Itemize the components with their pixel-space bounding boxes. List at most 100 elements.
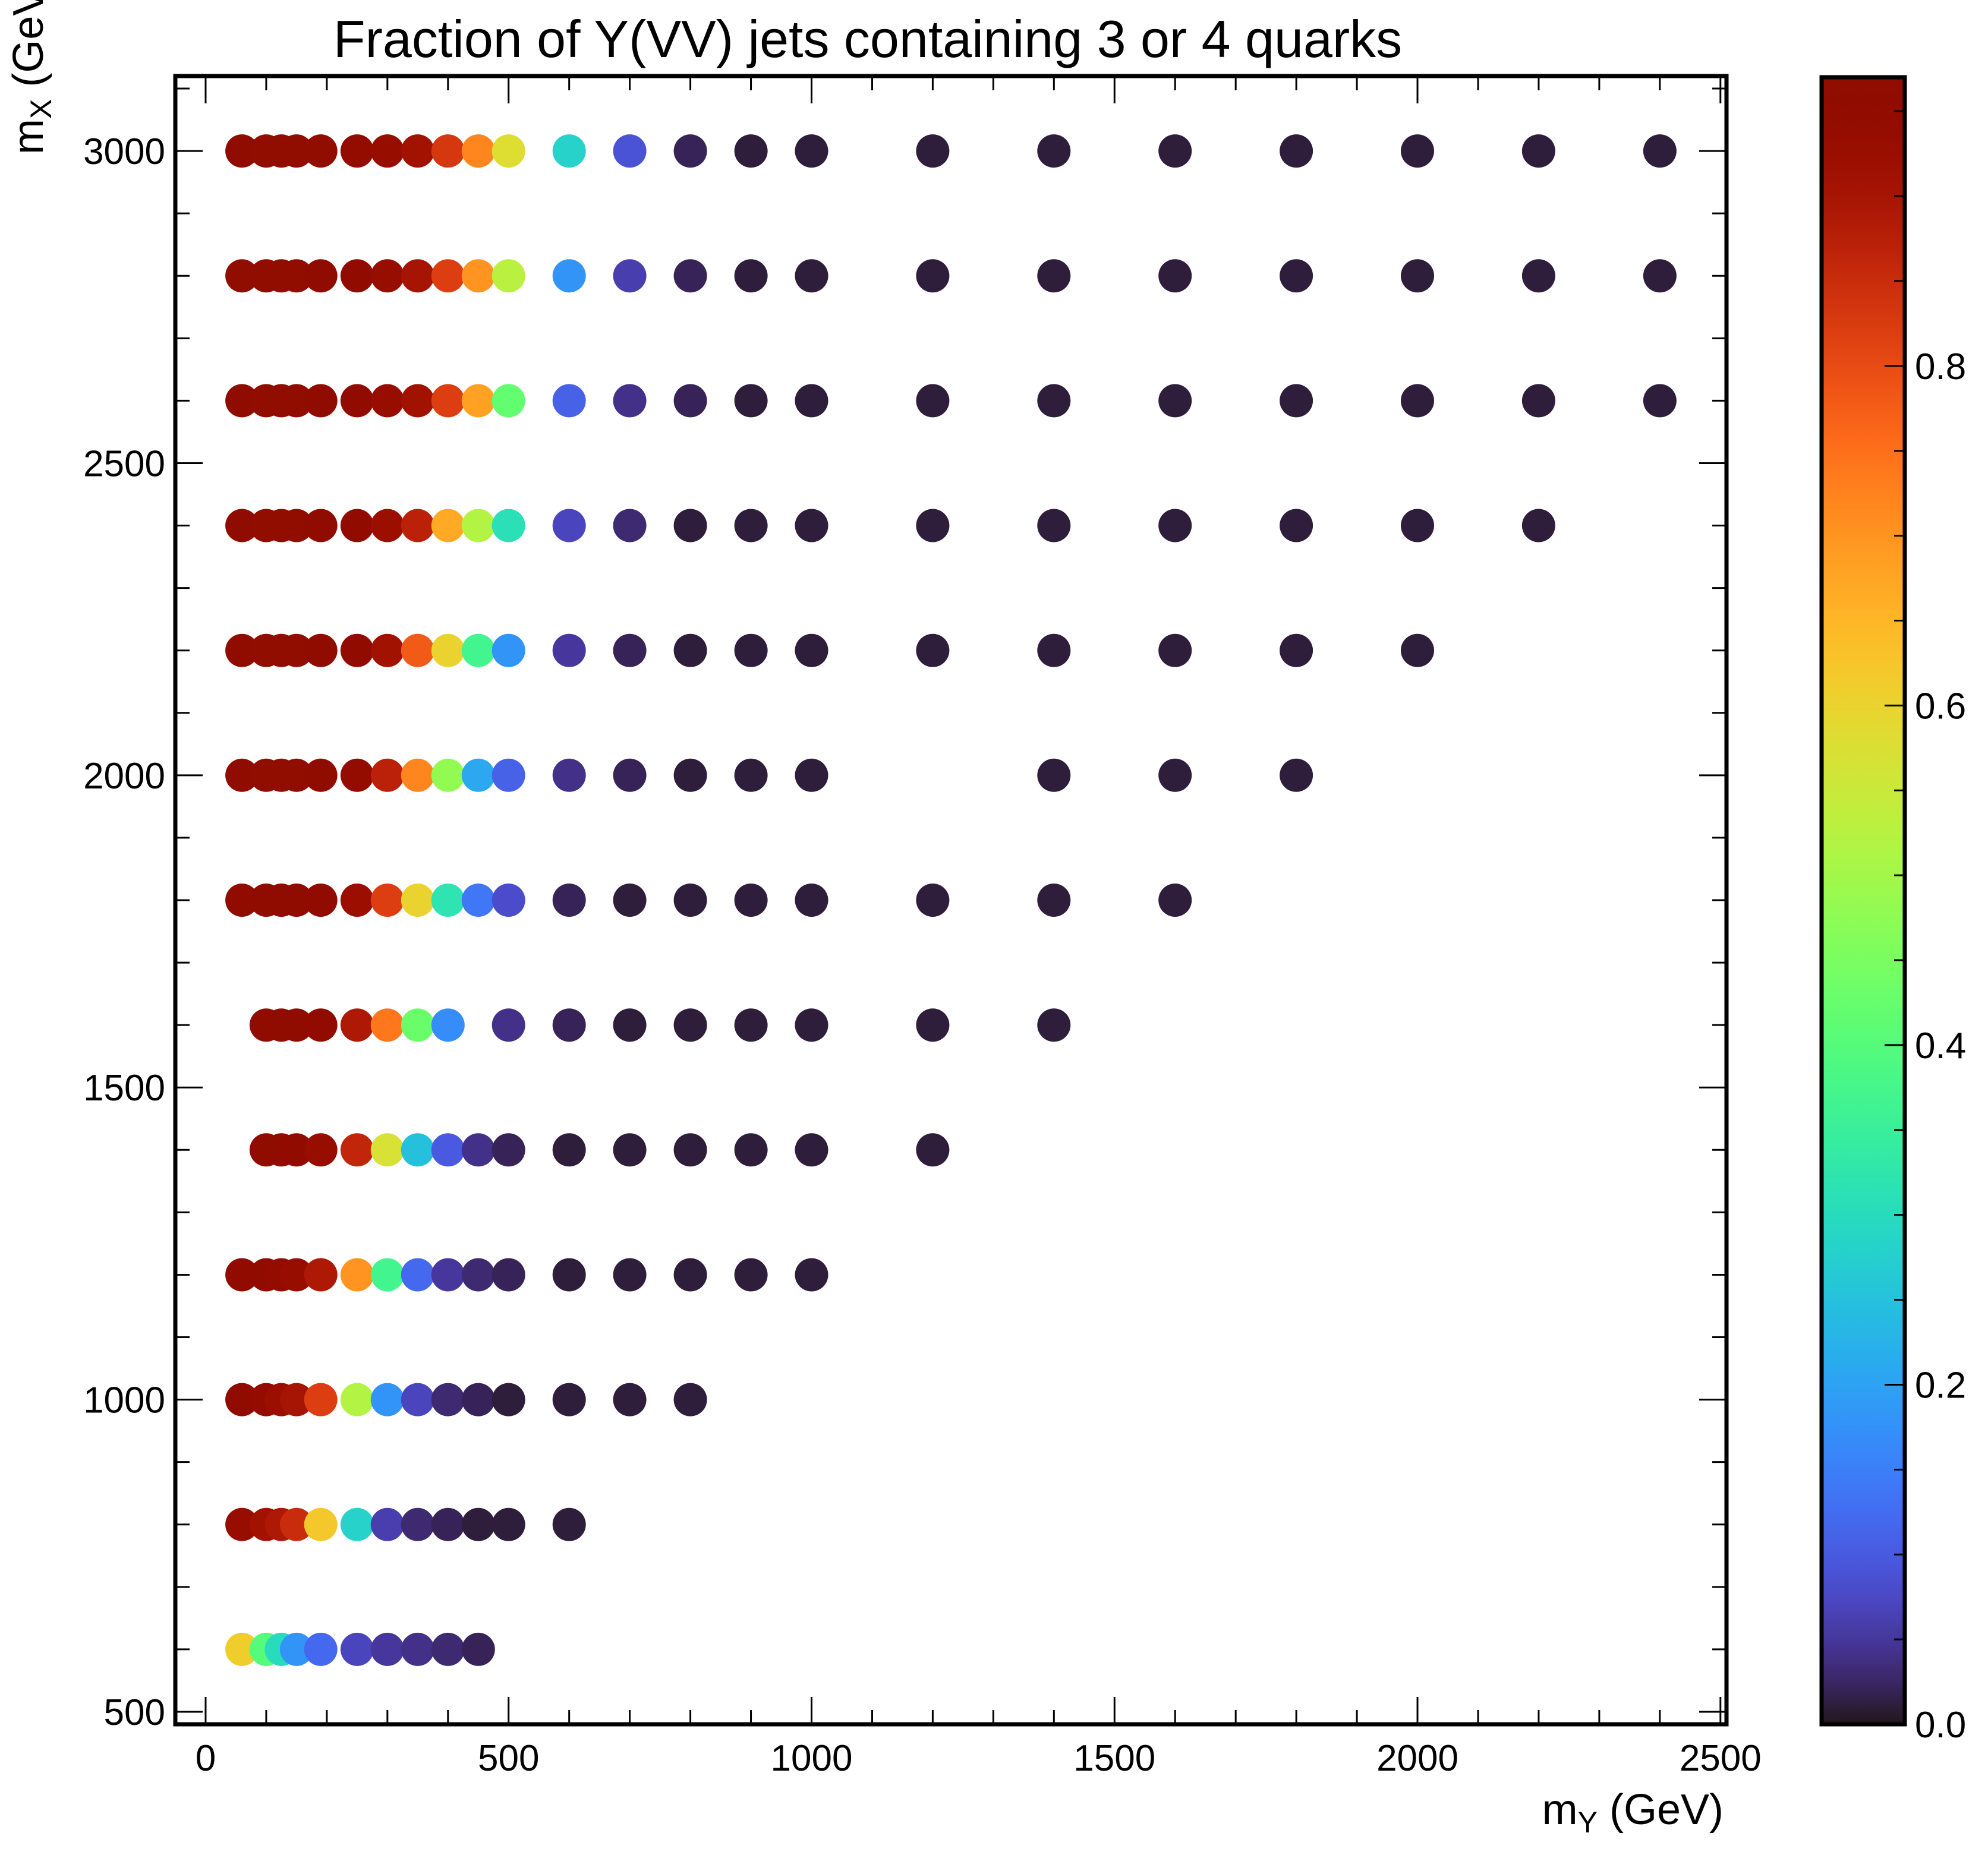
data-point — [1643, 259, 1677, 293]
data-point — [340, 509, 374, 542]
data-point — [1643, 134, 1677, 168]
data-point — [304, 884, 338, 917]
data-point — [401, 1383, 434, 1417]
data-point — [916, 509, 950, 542]
data-point — [304, 1258, 338, 1292]
data-point — [916, 1133, 950, 1167]
data-point — [225, 509, 259, 542]
data-point — [734, 384, 768, 418]
data-point — [795, 1258, 828, 1292]
data-point — [431, 259, 465, 293]
data-point — [304, 134, 338, 168]
data-point — [734, 758, 768, 792]
colorbar-gradient — [1819, 75, 1907, 1727]
data-point — [1280, 259, 1313, 293]
data-point — [370, 758, 404, 792]
data-point — [492, 1133, 525, 1167]
colorbar-ticks — [1885, 110, 1905, 1725]
data-point — [673, 134, 707, 168]
data-point — [673, 509, 707, 542]
data-point — [1521, 509, 1555, 542]
data-point — [370, 1507, 404, 1541]
data-point — [279, 758, 313, 792]
data-point — [431, 1008, 465, 1042]
data-point — [401, 1507, 434, 1541]
data-point — [225, 1507, 259, 1541]
data-point — [279, 1383, 313, 1417]
data-point — [552, 384, 586, 418]
data-point — [431, 884, 465, 917]
data-point — [552, 1383, 586, 1417]
data-point — [1037, 384, 1071, 418]
data-point — [916, 633, 950, 667]
axis-ticks — [175, 76, 1726, 1724]
data-point — [673, 1008, 707, 1042]
data-point — [1158, 758, 1192, 792]
data-point — [613, 134, 647, 168]
data-point — [734, 509, 768, 542]
data-point — [1280, 633, 1313, 667]
data-point — [370, 1383, 404, 1417]
data-point — [225, 884, 259, 917]
data-point — [1158, 633, 1192, 667]
data-point — [279, 1507, 313, 1541]
data-point — [1401, 134, 1434, 168]
data-point — [279, 1258, 313, 1292]
data-point — [340, 1008, 374, 1042]
data-point — [1158, 384, 1192, 418]
plot-area: 0 500 1000 1500 2000 2500 500 1000 1500 2000 2500 3… — [83, 74, 1762, 1779]
data-point — [431, 1133, 465, 1167]
data-point — [492, 884, 525, 917]
data-point — [401, 1258, 434, 1292]
data-point — [552, 509, 586, 542]
y-tick-label: 2000 — [83, 756, 165, 797]
data-point — [916, 884, 950, 917]
data-point — [279, 384, 313, 418]
data-point — [401, 1632, 434, 1666]
data-point — [492, 134, 525, 168]
data-point — [279, 1632, 313, 1666]
data-point — [401, 1008, 434, 1042]
data-point — [613, 758, 647, 792]
data-point — [734, 259, 768, 293]
data-point — [1280, 134, 1313, 168]
data-point — [552, 884, 586, 917]
data-point — [340, 1258, 374, 1292]
data-point — [340, 1383, 374, 1417]
data-point — [552, 1258, 586, 1292]
data-point — [673, 884, 707, 917]
data-point — [279, 509, 313, 542]
x-axis-label-unit: (GeV) — [1598, 1786, 1724, 1834]
data-point — [401, 384, 434, 418]
data-point — [795, 134, 828, 168]
data-point — [795, 509, 828, 542]
data-point — [673, 1383, 707, 1417]
data-point — [795, 758, 828, 792]
data-point — [401, 633, 434, 667]
data-point — [340, 1632, 374, 1666]
colorbar-tick-label: 0.2 — [1915, 1365, 1966, 1406]
data-point — [673, 633, 707, 667]
data-point — [431, 509, 465, 542]
data-point — [613, 1383, 647, 1417]
svg-text:mY (GeV): mY (GeV) — [1542, 1786, 1724, 1839]
data-point — [431, 1383, 465, 1417]
data-point — [1037, 758, 1071, 792]
data-point — [613, 384, 647, 418]
data-point — [734, 134, 768, 168]
data-points — [225, 134, 1677, 1666]
data-point — [552, 134, 586, 168]
data-point — [1158, 134, 1192, 168]
y-tick-label: 3000 — [83, 131, 165, 172]
data-point — [1401, 633, 1434, 667]
data-point — [225, 384, 259, 418]
data-point — [279, 633, 313, 667]
data-point — [492, 1507, 525, 1541]
data-point — [401, 509, 434, 542]
data-point — [304, 1383, 338, 1417]
x-tick-label: 2000 — [1376, 1738, 1458, 1779]
data-point — [304, 1133, 338, 1167]
data-point — [461, 633, 495, 667]
data-point — [279, 1133, 313, 1167]
